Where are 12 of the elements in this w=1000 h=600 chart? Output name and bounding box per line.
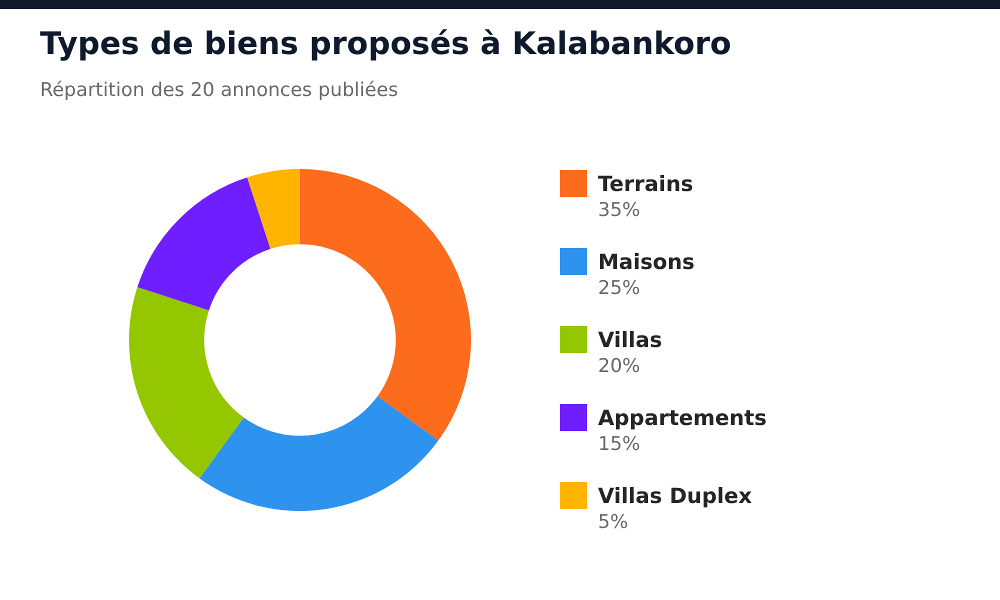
chart-subtitle: Répartition des 20 annonces publiées <box>40 79 398 101</box>
chart-title: Types de biens proposés à Kalabankoro <box>40 26 732 62</box>
data-label: 5% <box>598 511 628 533</box>
legend-label: Maisons <box>598 250 695 274</box>
data-label: 25% <box>598 277 640 299</box>
data-label: 20% <box>598 355 640 377</box>
legend-label: Terrains <box>598 172 694 196</box>
data-label: 35% <box>598 199 640 221</box>
legend-label: Villas <box>598 328 662 352</box>
data-label: 15% <box>598 433 640 455</box>
legend-label: Appartements <box>598 406 767 430</box>
legend-label: Villas Duplex <box>598 484 752 508</box>
